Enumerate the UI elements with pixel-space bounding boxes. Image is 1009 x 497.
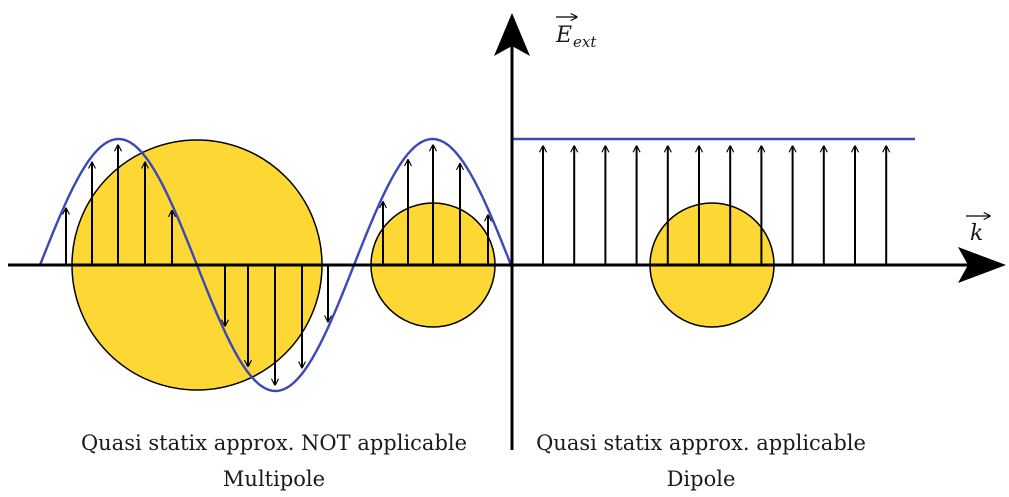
e-symbol: E [555,23,572,48]
uniform-field-arrows [543,146,886,265]
left-caption-line2: Multipole [223,467,325,491]
axes [8,13,1006,450]
k-axis-arrowhead-icon [958,247,1006,283]
k-label: k [966,216,990,246]
e-axis-arrowhead-icon [494,13,530,56]
oscillating-field-arrows [66,145,488,385]
right-caption-line1: Quasi statix approx. applicable [536,431,866,455]
k-symbol: k [970,221,983,246]
left-caption-line1: Quasi statix approx. NOT applicable [81,431,467,455]
e-ext-label: E ext [555,17,597,51]
right-caption-line2: Dipole [667,467,736,491]
e-subscript: ext [573,33,597,51]
oscillating-field-wave [38,137,514,393]
